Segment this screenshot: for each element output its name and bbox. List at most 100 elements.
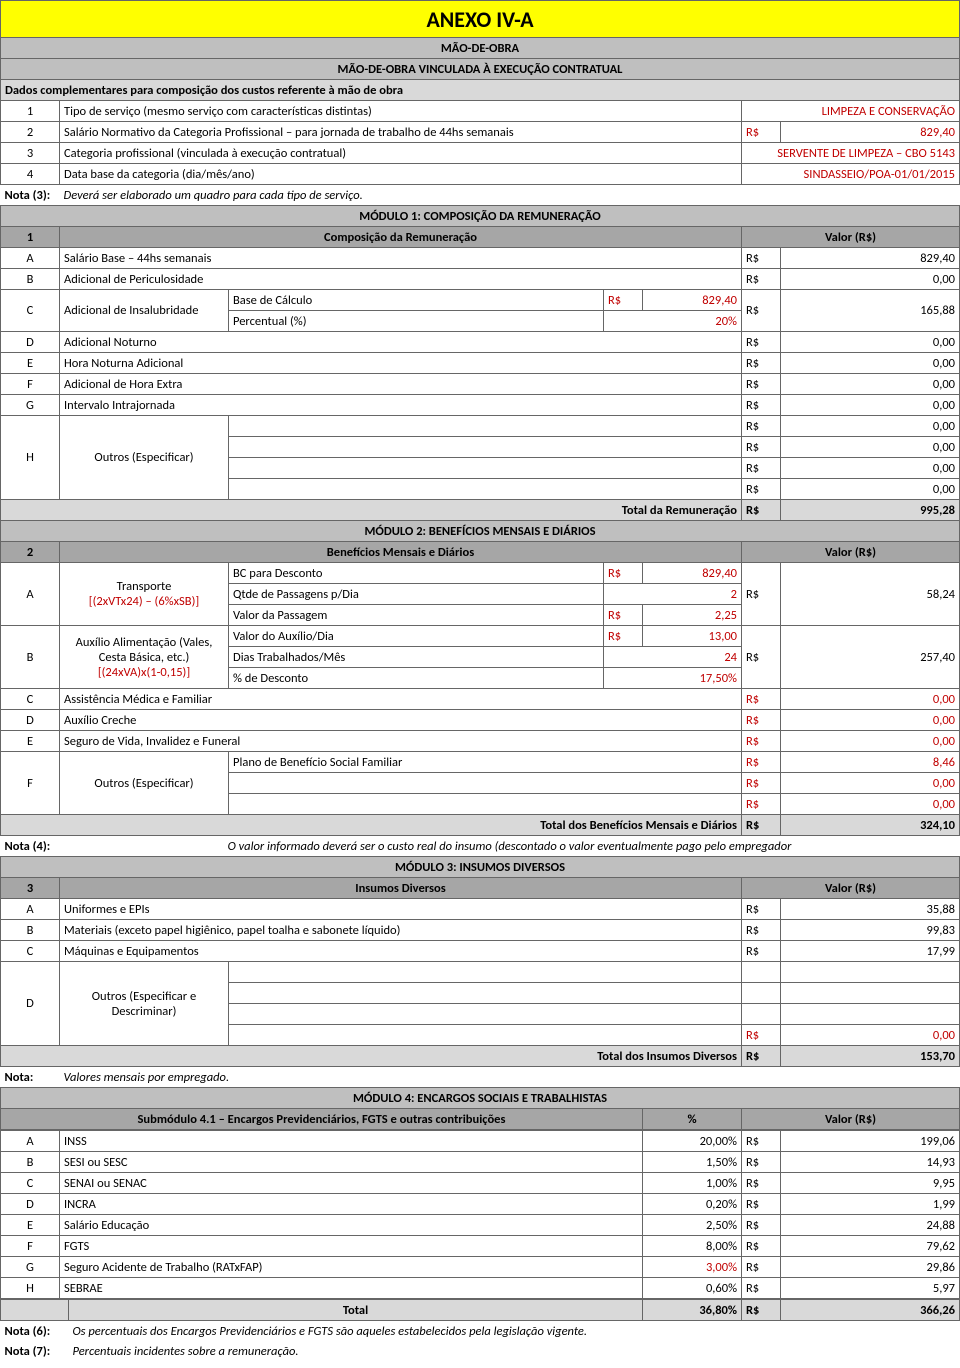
row-label: FGTS: [60, 1236, 643, 1257]
mod4-total-val: 366,26: [781, 1300, 960, 1321]
rs: R$: [742, 1194, 781, 1215]
row-label: INCRA: [60, 1194, 643, 1215]
row-label: Outros (Especificar): [60, 416, 229, 500]
mod2-title: MÓDULO 2: BENEFÍCIOS MENSAIS E DIÁRIOS: [1, 521, 960, 542]
rs: R$: [742, 1300, 781, 1321]
rs: R$: [604, 605, 643, 626]
row-val: 1,99: [781, 1194, 960, 1215]
dados-label: Tipo de serviço (mesmo serviço com carac…: [60, 101, 742, 122]
sub-label: Plano de Benefício Social Familiar: [229, 752, 742, 773]
rs: R$: [742, 773, 781, 794]
rs: R$: [742, 1236, 781, 1257]
row-label: Seguro Acidente de Trabalho (RATxFAP): [60, 1257, 643, 1278]
row-val: 0,00: [781, 437, 960, 458]
rs: R$: [742, 626, 781, 689]
rs: R$: [742, 1025, 781, 1046]
rs: R$: [742, 689, 781, 710]
row-label: SESI ou SESC: [60, 1152, 643, 1173]
rs: R$: [742, 920, 781, 941]
sub-val: 2,25: [643, 605, 742, 626]
rs: R$: [742, 269, 781, 290]
rs: R$: [742, 1131, 781, 1152]
row-label: Uniformes e EPIs: [60, 899, 742, 920]
sub-val: 829,40: [643, 290, 742, 311]
row-label: SENAI ou SENAC: [60, 1173, 643, 1194]
row-val: 35,88: [781, 899, 960, 920]
row-pct: 20,00%: [643, 1131, 742, 1152]
row-label: Seguro de Vida, Invalidez e Funeral: [60, 731, 742, 752]
row-val: 0,00: [781, 773, 960, 794]
dados-header: Dados complementares para composição dos…: [1, 80, 960, 101]
row-label: Adicional de Insalubridade: [60, 290, 229, 332]
rs: R$: [742, 248, 781, 269]
row-label: Máquinas e Equipamentos: [60, 941, 742, 962]
dados-val: SERVENTE DE LIMPEZA – CBO 5143: [742, 143, 960, 164]
row-label: Auxílio Alimentação (Vales, Cesta Básica…: [76, 635, 213, 665]
nota3-label: Nota (3):: [1, 185, 60, 206]
rs: R$: [742, 500, 781, 521]
mod4-total-label: Total: [69, 1300, 643, 1321]
row-label: SEBRAE: [60, 1278, 643, 1299]
nota4: O valor informado deverá ser o custo rea…: [60, 836, 960, 857]
row-val: 0,00: [781, 689, 960, 710]
nota7-label: Nota (7):: [1, 1341, 69, 1361]
row-pct: 3,00%: [643, 1257, 742, 1278]
nota6-label: Nota (6):: [1, 1321, 69, 1342]
rs: R$: [742, 458, 781, 479]
rs: R$: [742, 1173, 781, 1194]
mod2-total-label: Total dos Benefícios Mensais e Diários: [1, 815, 742, 836]
mod2-n: 2: [1, 542, 60, 563]
rs: R$: [742, 731, 781, 752]
formula: [(24xVA)x(1-0,15)]: [98, 665, 190, 680]
row-label: Assistência Médica e Familiar: [60, 689, 742, 710]
row-label: Materiais (exceto papel higiênico, papel…: [60, 920, 742, 941]
dados-n: 3: [1, 143, 60, 164]
rs: R$: [742, 416, 781, 437]
row-val: 257,40: [781, 626, 960, 689]
dados-n: 2: [1, 122, 60, 143]
mod4-title: MÓDULO 4: ENCARGOS SOCIAIS E TRABALHISTA…: [1, 1088, 960, 1109]
rs: R$: [604, 563, 643, 584]
row-val: 99,83: [781, 920, 960, 941]
rs: R$: [742, 290, 781, 332]
rs: R$: [742, 1215, 781, 1236]
sub-val: 2: [604, 584, 742, 605]
row-val: 0,00: [781, 479, 960, 500]
mod3-label: Insumos Diversos: [60, 878, 742, 899]
rs: R$: [742, 332, 781, 353]
dados-n: 1: [1, 101, 60, 122]
row-val: 829,40: [781, 248, 960, 269]
mod4-body: AINSS20,00%R$199,06BSESI ou SESC1,50%R$1…: [0, 1130, 960, 1299]
nota7: Percentuais incidentes sobre a remuneraç…: [69, 1341, 960, 1361]
row-val: 0,00: [781, 731, 960, 752]
row-val: 0,00: [781, 395, 960, 416]
sub-val: 24: [604, 647, 742, 668]
row-val: 79,62: [781, 1236, 960, 1257]
dados-val: SINDASSEIO/POA-01/01/2015: [742, 164, 960, 185]
row-val: 0,00: [781, 269, 960, 290]
row-label: Salário Base – 44hs semanais: [60, 248, 742, 269]
anexo-table: ANEXO IV-A MÃO-DE-OBRA MÃO-DE-OBRA VINCU…: [0, 0, 960, 1130]
sub-label: % de Desconto: [229, 668, 604, 689]
row-val: 0,00: [781, 794, 960, 815]
row-val: 9,95: [781, 1173, 960, 1194]
rs: R$: [604, 290, 643, 311]
mod3-n: 3: [1, 878, 60, 899]
dados-label: Categoria profissional (vinculada à exec…: [60, 143, 742, 164]
rs: R$: [604, 626, 643, 647]
rs: R$: [742, 752, 781, 773]
val-hdr: Valor (R$): [742, 1109, 960, 1130]
rs: R$: [742, 815, 781, 836]
nota-ins-label: Nota:: [1, 1067, 60, 1088]
sub-label: BC para Desconto: [229, 563, 604, 584]
sub-label: Qtde de Passagens p/Dia: [229, 584, 604, 605]
row-pct: 8,00%: [643, 1236, 742, 1257]
row-label: Adicional Noturno: [60, 332, 742, 353]
mod2-total-val: 324,10: [781, 815, 960, 836]
row-label: Transporte: [117, 579, 172, 594]
row-val: 5,97: [781, 1278, 960, 1299]
dados-val: LIMPEZA E CONSERVAÇÃO: [742, 101, 960, 122]
pct-hdr: %: [643, 1109, 742, 1130]
sub1: MÃO-DE-OBRA: [1, 38, 960, 59]
row-label: Intervalo Intrajornada: [60, 395, 742, 416]
